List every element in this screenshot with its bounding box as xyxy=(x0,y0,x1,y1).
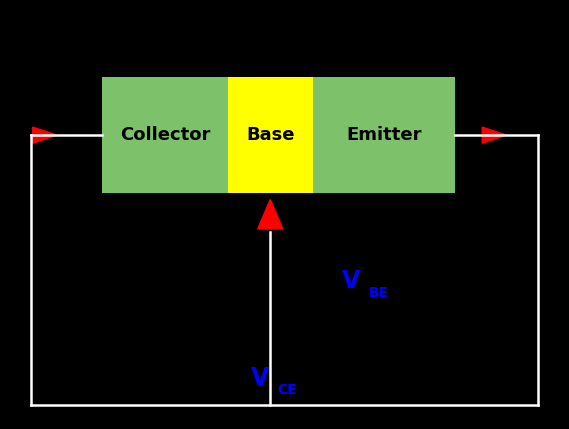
Bar xyxy=(102,77,228,193)
Text: $\mathbf{V}$: $\mathbf{V}$ xyxy=(341,269,361,293)
Polygon shape xyxy=(258,199,283,229)
Text: BE: BE xyxy=(369,286,389,300)
Text: Emitter: Emitter xyxy=(347,126,422,144)
Polygon shape xyxy=(483,127,506,143)
Polygon shape xyxy=(32,127,57,143)
Bar xyxy=(313,77,455,193)
Text: Collector: Collector xyxy=(120,126,210,144)
Text: CE: CE xyxy=(278,383,298,396)
Text: $\mathbf{V}$: $\mathbf{V}$ xyxy=(250,366,270,390)
Bar xyxy=(228,77,313,193)
Text: Base: Base xyxy=(246,126,295,144)
